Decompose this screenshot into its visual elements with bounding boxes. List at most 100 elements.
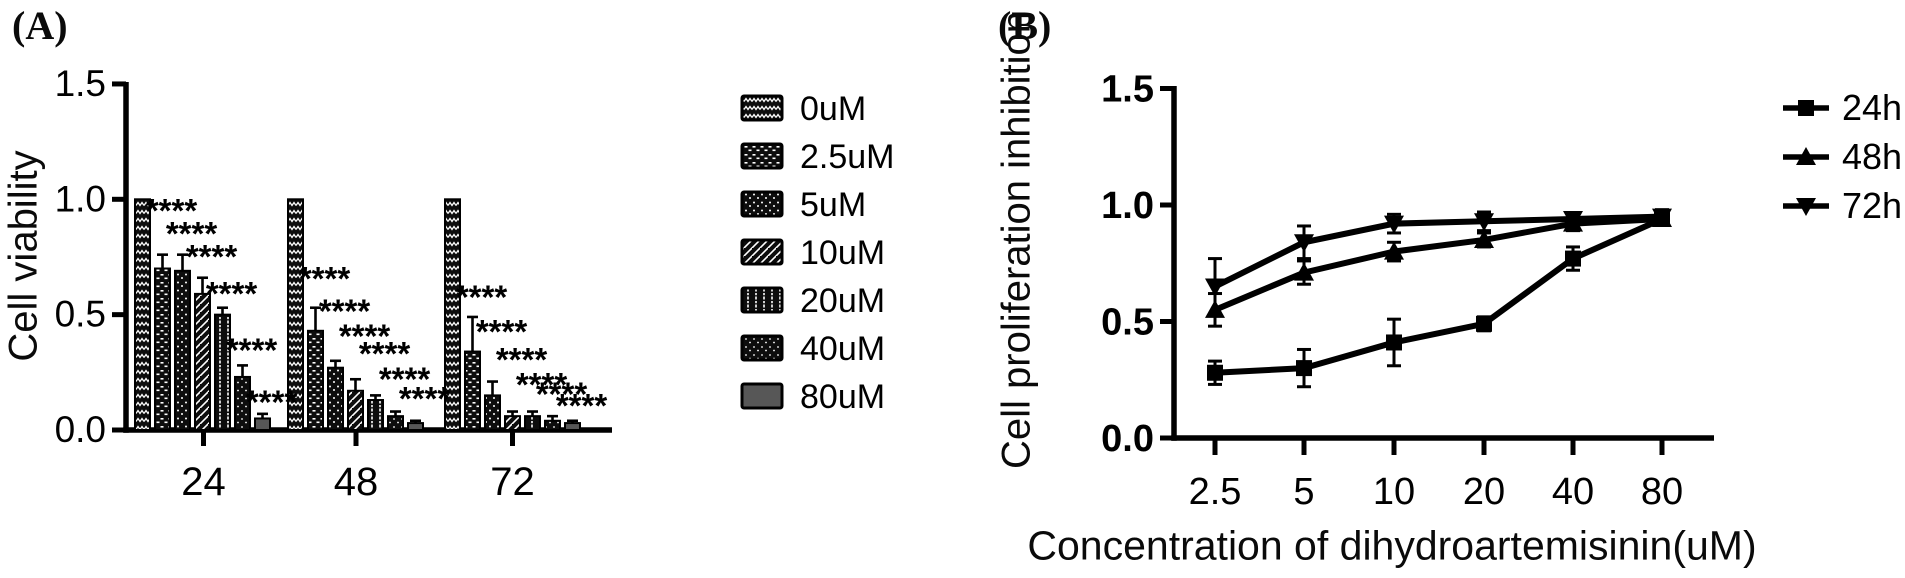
legend-swatch-5uM bbox=[740, 190, 784, 218]
panel-b-x-tick-label: 10 bbox=[1373, 471, 1415, 513]
bar-0uM-72 bbox=[444, 198, 461, 431]
panel-a-y-tick-label: 1.0 bbox=[55, 178, 106, 219]
bar-2.5uM-48 bbox=[307, 329, 324, 432]
panel-a-y-axis-title: Cell viability bbox=[1, 150, 46, 362]
bar-5uM-48 bbox=[327, 366, 344, 431]
data-point-72h bbox=[1384, 215, 1404, 234]
panel-b-y-tick-label: 0.5 bbox=[1101, 302, 1154, 344]
legend-marker-24h bbox=[1798, 100, 1814, 116]
legend-label-5uM: 5uM bbox=[800, 186, 866, 224]
significance-stars: **** bbox=[146, 192, 198, 229]
data-point-72h bbox=[1294, 234, 1314, 253]
data-point-48h bbox=[1294, 262, 1314, 281]
data-point-72h bbox=[1652, 208, 1672, 227]
legend-swatch-10uM bbox=[740, 238, 784, 266]
data-point-24h bbox=[1296, 360, 1312, 377]
significance-stars: **** bbox=[379, 360, 431, 397]
legend-label-20uM: 20uM bbox=[800, 282, 885, 320]
legend-label-0uM: 0uM bbox=[800, 90, 866, 128]
panel-a-x-tick-label: 48 bbox=[334, 460, 379, 504]
bar-2.5uM-72 bbox=[464, 350, 481, 432]
panel-a-tag: (A) bbox=[12, 3, 68, 48]
data-point-72h bbox=[1563, 210, 1583, 229]
data-point-24h bbox=[1386, 334, 1402, 351]
legend-label-72h: 72h bbox=[1842, 185, 1902, 226]
significance-stars: **** bbox=[556, 387, 608, 424]
panel-b-x-tick-label: 80 bbox=[1641, 471, 1683, 513]
bar-0uM-48 bbox=[287, 198, 304, 431]
significance-stars: **** bbox=[246, 383, 298, 420]
data-point-48h bbox=[1384, 241, 1404, 260]
significance-stars: **** bbox=[339, 318, 391, 355]
bar-2.5uM-24 bbox=[154, 267, 171, 432]
bar-5uM-24 bbox=[174, 269, 191, 431]
panel-b-y-axis-title: Cell proliferation inhibition bbox=[994, 10, 1039, 470]
significance-stars: **** bbox=[399, 380, 451, 417]
significance-stars: **** bbox=[359, 335, 411, 372]
bar-20uM-72 bbox=[524, 415, 541, 431]
series-line-24h bbox=[1214, 216, 1664, 376]
significance-stars: **** bbox=[319, 292, 371, 329]
bar-40uM-48 bbox=[387, 415, 404, 431]
legend-label-10uM: 10uM bbox=[800, 234, 885, 272]
legend-label-48h: 48h bbox=[1842, 136, 1902, 177]
legend-label-80uM: 80uM bbox=[800, 378, 885, 416]
bar-20uM-48 bbox=[367, 399, 384, 432]
panel-b-y-tick-label: 1.0 bbox=[1101, 185, 1154, 227]
bar-5uM-72 bbox=[484, 394, 501, 431]
bar-10uM-48 bbox=[347, 389, 364, 432]
significance-stars: **** bbox=[536, 375, 588, 412]
data-point-48h bbox=[1474, 229, 1494, 248]
bar-80uM-72 bbox=[564, 422, 581, 432]
panel-b-x-axis-title: Concentration of dihydroartemisinin(uM) bbox=[1027, 522, 1757, 569]
series-line-72h bbox=[1213, 213, 1663, 290]
legend-swatch-20uM bbox=[740, 286, 784, 314]
series-24h bbox=[1207, 210, 1670, 389]
bar-10uM-24 bbox=[194, 292, 211, 431]
data-point-24h bbox=[1476, 315, 1492, 332]
panel-b-x-tick-label: 20 bbox=[1463, 471, 1505, 513]
significance-stars: **** bbox=[496, 341, 548, 378]
significance-stars: **** bbox=[456, 279, 508, 316]
significance-stars: **** bbox=[166, 215, 218, 252]
significance-stars: **** bbox=[226, 332, 278, 369]
legend-swatch-0uM bbox=[740, 94, 784, 122]
panel-b-y-tick-label: 1.5 bbox=[1101, 69, 1154, 111]
panel-a-x-tick-label: 72 bbox=[490, 460, 535, 504]
data-point-24h bbox=[1565, 250, 1581, 267]
panel-a-x-tick-label: 24 bbox=[181, 460, 226, 504]
bar-80uM-48 bbox=[407, 422, 424, 432]
significance-stars: **** bbox=[476, 313, 528, 350]
panel-a-chart bbox=[112, 81, 784, 446]
panel-b-y-tick-label: 0.0 bbox=[1101, 418, 1154, 460]
legend-swatch-40uM bbox=[740, 334, 784, 362]
legend-label-2.5uM: 2.5uM bbox=[800, 138, 895, 176]
panel-a-y-tick-label: 1.5 bbox=[55, 63, 106, 104]
panel-b-x-tick-label: 2.5 bbox=[1189, 471, 1242, 513]
data-point-72h bbox=[1474, 213, 1494, 232]
data-point-72h bbox=[1205, 278, 1225, 297]
panel-a-y-tick-label: 0.5 bbox=[55, 294, 106, 335]
significance-stars: **** bbox=[299, 260, 351, 297]
significance-stars: **** bbox=[206, 275, 258, 312]
panel-b-x-tick-label: 40 bbox=[1552, 471, 1594, 513]
bar-0uM-24 bbox=[134, 198, 151, 431]
significance-stars: **** bbox=[186, 238, 238, 275]
panel-b-x-tick-label: 5 bbox=[1293, 471, 1314, 513]
legend-swatch-80uM bbox=[740, 382, 784, 410]
legend-swatch-2.5uM bbox=[740, 142, 784, 170]
series-72h bbox=[1205, 208, 1672, 317]
significance-stars: **** bbox=[516, 366, 568, 403]
panel-b-tag: (B) bbox=[998, 3, 1052, 48]
panel-b-chart bbox=[1160, 86, 1829, 455]
legend-marker-72h bbox=[1796, 198, 1816, 216]
series-48h bbox=[1205, 208, 1672, 328]
legend-label-40uM: 40uM bbox=[800, 330, 885, 368]
bar-10uM-72 bbox=[504, 415, 521, 431]
legend-label-24h: 24h bbox=[1842, 87, 1902, 128]
legend-marker-48h bbox=[1796, 147, 1816, 165]
series-line-48h bbox=[1213, 215, 1663, 313]
data-point-24h bbox=[1207, 364, 1223, 381]
